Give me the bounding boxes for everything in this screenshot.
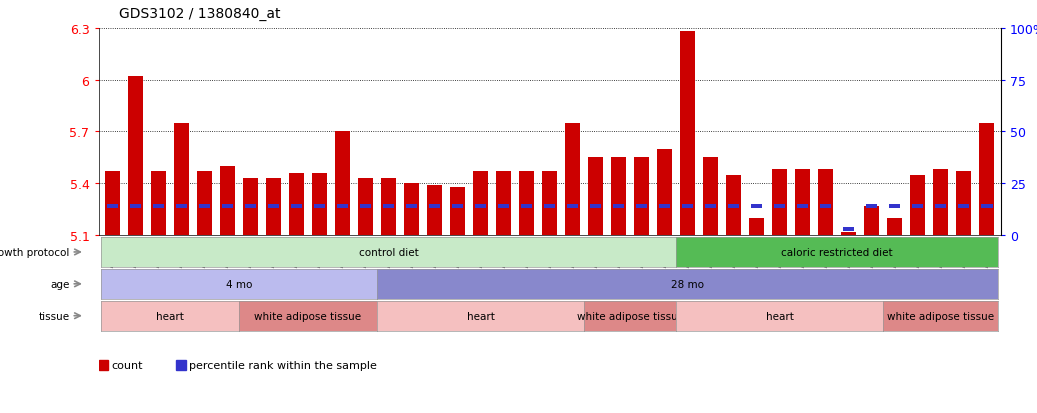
Bar: [199, 204, 211, 209]
Text: age: age: [50, 279, 69, 289]
Text: white adipose tissue: white adipose tissue: [888, 311, 994, 321]
Bar: [682, 204, 694, 209]
Text: GDS3102 / 1380840_at: GDS3102 / 1380840_at: [119, 7, 281, 21]
Bar: [498, 204, 509, 209]
Bar: [521, 204, 532, 209]
Bar: [197, 172, 212, 235]
Text: heart: heart: [156, 311, 184, 321]
Bar: [107, 204, 118, 209]
Bar: [843, 227, 854, 231]
Bar: [404, 184, 419, 235]
Text: caloric restricted diet: caloric restricted diet: [782, 247, 893, 257]
Bar: [312, 173, 327, 235]
Bar: [520, 172, 534, 235]
Bar: [335, 132, 349, 235]
Bar: [429, 204, 440, 209]
Text: heart: heart: [765, 311, 793, 321]
Bar: [590, 204, 601, 209]
Text: 4 mo: 4 mo: [226, 279, 252, 289]
Bar: [773, 170, 787, 235]
Bar: [475, 204, 486, 209]
Bar: [820, 204, 832, 209]
Bar: [636, 204, 647, 209]
Bar: [220, 166, 234, 235]
Bar: [705, 204, 717, 209]
Bar: [152, 204, 164, 209]
Bar: [450, 187, 465, 235]
Bar: [981, 204, 992, 209]
Bar: [680, 32, 695, 235]
Bar: [775, 204, 785, 209]
Bar: [750, 218, 764, 235]
Bar: [265, 178, 281, 235]
Bar: [542, 172, 557, 235]
Bar: [660, 204, 670, 209]
Bar: [979, 123, 994, 235]
Bar: [452, 204, 464, 209]
Bar: [130, 204, 141, 209]
Bar: [565, 123, 580, 235]
Bar: [383, 204, 394, 209]
Bar: [174, 123, 189, 235]
Text: heart: heart: [467, 311, 495, 321]
Bar: [289, 173, 304, 235]
Bar: [795, 170, 810, 235]
Bar: [935, 204, 947, 209]
Text: white adipose tissue: white adipose tissue: [577, 311, 683, 321]
Bar: [314, 204, 325, 209]
Bar: [405, 204, 417, 209]
Text: white adipose tissue: white adipose tissue: [254, 311, 362, 321]
Bar: [889, 204, 900, 209]
Text: 28 mo: 28 mo: [671, 279, 704, 289]
Bar: [956, 172, 972, 235]
Bar: [728, 204, 739, 209]
Bar: [635, 158, 649, 235]
Text: percentile rank within the sample: percentile rank within the sample: [189, 360, 377, 370]
Bar: [99, 360, 108, 370]
Bar: [176, 360, 186, 370]
Bar: [150, 172, 166, 235]
Bar: [611, 158, 626, 235]
Bar: [888, 218, 902, 235]
Bar: [358, 178, 373, 235]
Text: count: count: [112, 360, 143, 370]
Bar: [473, 172, 488, 235]
Bar: [337, 204, 348, 209]
Bar: [933, 170, 949, 235]
Bar: [613, 204, 624, 209]
Bar: [751, 204, 762, 209]
Bar: [544, 204, 555, 209]
Bar: [243, 178, 258, 235]
Bar: [290, 204, 302, 209]
Bar: [797, 204, 809, 209]
Bar: [175, 204, 187, 209]
Bar: [105, 172, 120, 235]
Bar: [866, 204, 877, 209]
Text: growth protocol: growth protocol: [0, 247, 69, 257]
Bar: [657, 150, 672, 235]
Bar: [567, 204, 579, 209]
Bar: [427, 185, 442, 235]
Bar: [910, 175, 925, 235]
Bar: [841, 232, 857, 235]
Bar: [381, 178, 396, 235]
Bar: [245, 204, 256, 209]
Bar: [128, 77, 143, 235]
Text: tissue: tissue: [38, 311, 69, 321]
Bar: [726, 175, 741, 235]
Bar: [268, 204, 279, 209]
Bar: [496, 172, 511, 235]
Bar: [588, 158, 604, 235]
Bar: [865, 206, 879, 235]
Bar: [360, 204, 371, 209]
Bar: [818, 170, 834, 235]
Bar: [222, 204, 233, 209]
Bar: [703, 158, 719, 235]
Text: control diet: control diet: [359, 247, 418, 257]
Bar: [958, 204, 970, 209]
Bar: [913, 204, 924, 209]
